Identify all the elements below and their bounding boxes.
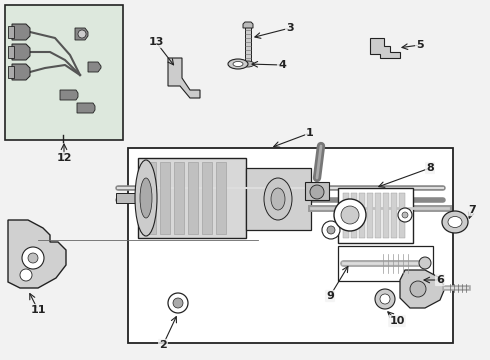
Text: 11: 11 bbox=[30, 305, 46, 315]
Circle shape bbox=[22, 247, 44, 269]
Bar bbox=[246, 168, 311, 230]
Circle shape bbox=[334, 199, 366, 231]
Polygon shape bbox=[243, 22, 253, 28]
Circle shape bbox=[173, 298, 183, 308]
Text: 13: 13 bbox=[148, 37, 164, 47]
Bar bbox=[375, 193, 381, 238]
Ellipse shape bbox=[242, 61, 254, 67]
Text: 5: 5 bbox=[416, 40, 424, 50]
Bar bbox=[245, 26, 251, 64]
Bar bbox=[391, 193, 397, 238]
Polygon shape bbox=[77, 103, 95, 113]
Polygon shape bbox=[8, 26, 14, 38]
Polygon shape bbox=[8, 46, 14, 58]
Polygon shape bbox=[75, 28, 88, 40]
Text: 9: 9 bbox=[326, 291, 334, 301]
Bar bbox=[138, 158, 246, 238]
Circle shape bbox=[327, 226, 335, 234]
Bar bbox=[116, 193, 138, 203]
Bar bbox=[202, 162, 212, 234]
Text: 3: 3 bbox=[286, 23, 294, 33]
Ellipse shape bbox=[448, 216, 462, 228]
Text: 7: 7 bbox=[468, 205, 476, 215]
Circle shape bbox=[380, 294, 390, 304]
Bar bbox=[188, 162, 198, 234]
Polygon shape bbox=[60, 90, 78, 100]
Ellipse shape bbox=[228, 59, 248, 69]
Polygon shape bbox=[8, 220, 66, 288]
Bar bbox=[351, 193, 357, 238]
Text: 10: 10 bbox=[390, 316, 405, 326]
Circle shape bbox=[398, 208, 412, 222]
Ellipse shape bbox=[442, 211, 468, 233]
Bar bbox=[367, 193, 373, 238]
Bar bbox=[399, 193, 405, 238]
Bar bbox=[216, 162, 226, 234]
Text: 8: 8 bbox=[426, 163, 434, 173]
Circle shape bbox=[168, 293, 188, 313]
Ellipse shape bbox=[140, 178, 152, 218]
Bar bbox=[146, 162, 156, 234]
Polygon shape bbox=[168, 58, 200, 98]
Polygon shape bbox=[12, 64, 30, 80]
Bar bbox=[359, 193, 365, 238]
Polygon shape bbox=[12, 44, 30, 60]
Text: 2: 2 bbox=[159, 340, 167, 350]
Ellipse shape bbox=[419, 257, 431, 269]
Circle shape bbox=[402, 212, 408, 218]
Text: 1: 1 bbox=[306, 128, 314, 138]
Text: 6: 6 bbox=[436, 275, 444, 285]
Bar bbox=[338, 188, 413, 243]
Polygon shape bbox=[400, 270, 445, 308]
Circle shape bbox=[410, 281, 426, 297]
Polygon shape bbox=[12, 24, 30, 40]
Circle shape bbox=[322, 221, 340, 239]
Circle shape bbox=[341, 206, 359, 224]
Ellipse shape bbox=[264, 178, 292, 220]
Bar bbox=[5, 5, 123, 140]
Bar bbox=[338, 246, 433, 281]
Polygon shape bbox=[8, 66, 14, 78]
Circle shape bbox=[375, 289, 395, 309]
Ellipse shape bbox=[233, 62, 243, 67]
Bar bbox=[160, 162, 170, 234]
Circle shape bbox=[310, 185, 324, 199]
Bar bbox=[383, 193, 389, 238]
Circle shape bbox=[28, 253, 38, 263]
Ellipse shape bbox=[271, 188, 285, 210]
Polygon shape bbox=[370, 38, 400, 58]
Text: 12: 12 bbox=[56, 153, 72, 163]
Bar bbox=[343, 193, 349, 238]
Bar bbox=[128, 148, 453, 343]
Ellipse shape bbox=[135, 160, 157, 236]
Polygon shape bbox=[88, 62, 101, 72]
Circle shape bbox=[78, 30, 86, 38]
Bar bbox=[305, 182, 329, 200]
Text: 4: 4 bbox=[278, 60, 286, 70]
Bar bbox=[174, 162, 184, 234]
Circle shape bbox=[20, 269, 32, 281]
